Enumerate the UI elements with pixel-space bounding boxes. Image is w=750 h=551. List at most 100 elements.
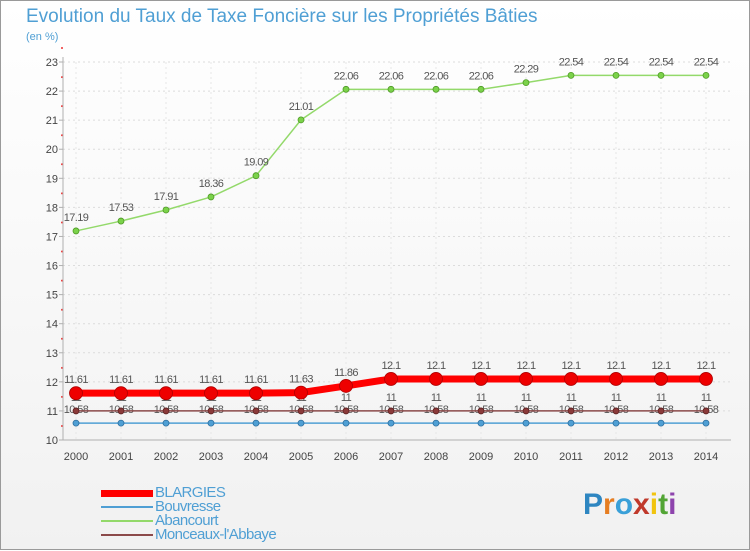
data-point (657, 71, 665, 79)
data-point (567, 407, 575, 415)
data-label: 21.01 (289, 101, 314, 113)
axis-marker (61, 47, 63, 49)
legend-item: Bouvresse (101, 498, 361, 515)
data-label: 11 (701, 392, 712, 404)
data-label: 11 (476, 392, 487, 404)
data-point (342, 419, 350, 427)
legend-label: Abancourt (155, 512, 219, 529)
data-point (432, 419, 440, 427)
legend-label: Monceaux-l'Abbaye (155, 526, 277, 543)
data-label: 11 (341, 392, 352, 404)
x-tick-label: 2004 (244, 451, 268, 463)
data-label: 22.54 (559, 56, 584, 68)
legend-item: Monceaux-l'Abbaye (101, 526, 361, 543)
data-point (429, 372, 443, 386)
y-tick-label: 23 (46, 57, 58, 69)
data-label: 22.06 (424, 70, 449, 82)
data-label: 11 (656, 392, 667, 404)
data-point (477, 419, 485, 427)
data-label: 22.29 (514, 64, 539, 76)
data-point (699, 372, 713, 386)
data-label: 11 (611, 392, 622, 404)
data-point (387, 85, 395, 93)
data-point (657, 419, 665, 427)
x-tick-label: 2013 (649, 451, 673, 463)
legend-label: Bouvresse (155, 498, 221, 515)
legend-item: Abancourt (101, 512, 361, 529)
x-tick-label: 2009 (469, 451, 493, 463)
legend-swatch (101, 506, 153, 508)
data-point (117, 217, 125, 225)
y-tick-label: 18 (46, 202, 58, 214)
brand-letter: t (658, 488, 669, 521)
data-point (342, 85, 350, 93)
data-label: 22.06 (469, 70, 494, 82)
data-point (432, 407, 440, 415)
data-label: 22.06 (334, 70, 359, 82)
brand-letter: i (649, 488, 659, 521)
data-point (72, 407, 80, 415)
legend-label: BLARGIES (155, 484, 226, 501)
data-point (567, 419, 575, 427)
data-point (207, 419, 215, 427)
data-label: 11.61 (154, 374, 178, 386)
data-point (564, 372, 578, 386)
data-label: 12.1 (651, 360, 670, 372)
brand-letter: r (603, 488, 615, 521)
data-point (657, 407, 665, 415)
x-tick-label: 2011 (559, 451, 583, 463)
x-tick-label: 2014 (694, 451, 718, 463)
data-point (339, 379, 353, 393)
unit-label: (en %) (26, 31, 59, 43)
x-tick-label: 2000 (64, 451, 88, 463)
x-tick-label: 2002 (154, 451, 178, 463)
data-point (522, 79, 530, 87)
x-tick-label: 2012 (604, 451, 628, 463)
legend-swatch (101, 534, 153, 536)
data-point (159, 386, 173, 401)
x-tick-label: 2005 (289, 451, 313, 463)
data-point (117, 407, 125, 415)
chart-title: Evolution du Taux de Taxe Foncière sur l… (26, 6, 538, 27)
x-tick-label: 2007 (379, 451, 403, 463)
y-tick-label: 16 (46, 261, 58, 273)
data-label: 22.06 (379, 70, 404, 82)
data-point (384, 372, 398, 386)
data-point (72, 227, 80, 235)
y-tick-label: 11 (47, 406, 58, 418)
legend-item: BLARGIES (101, 484, 361, 501)
data-point (297, 419, 305, 427)
data-point (72, 419, 80, 427)
data-label: 12.1 (381, 360, 400, 372)
data-point (519, 372, 533, 386)
data-point (294, 385, 308, 400)
data-label: 12.1 (696, 360, 715, 372)
brand-letter: x (633, 488, 650, 521)
data-point (387, 419, 395, 427)
data-point (162, 206, 170, 214)
brand-letter: P (583, 488, 604, 521)
data-label: 11.61 (109, 374, 133, 386)
data-point (612, 419, 620, 427)
data-point (474, 372, 488, 386)
brand-letter: o (614, 488, 634, 521)
data-point (207, 193, 215, 201)
data-point (297, 116, 305, 124)
data-point (342, 407, 350, 415)
data-label: 12.1 (471, 360, 490, 372)
x-tick-label: 2001 (109, 451, 133, 463)
y-tick-label: 12 (46, 377, 58, 389)
data-label: 11 (566, 392, 577, 404)
data-point (432, 85, 440, 93)
data-label: 11.63 (289, 374, 313, 386)
data-label: 12.1 (606, 360, 625, 372)
data-label: 12.1 (561, 360, 580, 372)
data-label: 12.1 (426, 360, 445, 372)
data-label: 12.1 (516, 360, 535, 372)
data-label: 11.61 (244, 374, 268, 386)
data-label: 11.86 (334, 367, 358, 379)
data-label: 17.91 (154, 191, 179, 203)
data-point (654, 372, 668, 386)
data-point (162, 407, 170, 415)
